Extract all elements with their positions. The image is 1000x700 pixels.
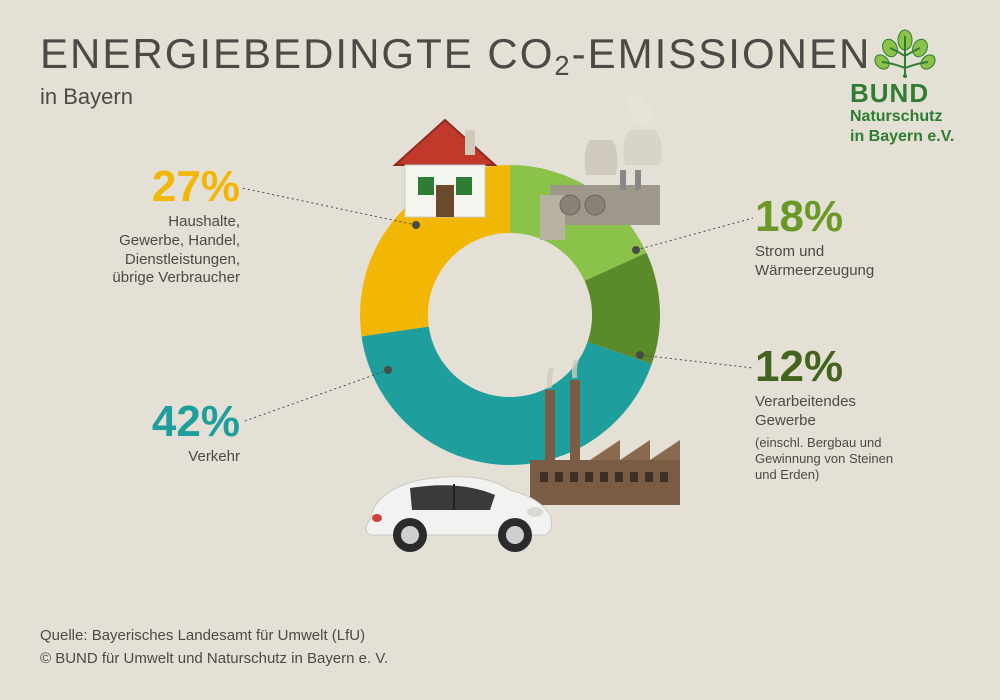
desc-haushalte: Haushalte,Gewerbe, Handel,Dienstleistung… (40, 213, 240, 288)
label-strom: 18% Strom undWärmeerzeugung (755, 195, 965, 281)
pct-strom: 18% (755, 195, 965, 239)
car-icon (340, 440, 570, 570)
pct-gewerbe: 12% (755, 345, 975, 389)
label-gewerbe: 12% VerarbeitendesGewerbe (einschl. Berg… (755, 345, 975, 483)
title-post: -EMISSIONEN (572, 30, 872, 77)
bund-logo: BUND Naturschutz in Bayern e.V. (850, 28, 960, 145)
label-verkehr: 42% Verkehr (40, 400, 240, 467)
logo-line2: Naturschutz (850, 108, 960, 126)
bund-logo-icon (850, 28, 960, 78)
desc-strom: Strom undWärmeerzeugung (755, 243, 965, 281)
infographic-page: ENERGIEBEDINGTE CO2-EMISSIONEN in Bayern… (0, 0, 1000, 700)
desc-gewerbe-small: (einschl. Bergbau undGewinnung von Stein… (755, 435, 975, 484)
house-icon (380, 115, 510, 225)
label-haushalte: 27% Haushalte,Gewerbe, Handel,Dienstleis… (40, 165, 240, 288)
logo-line3: in Bayern e.V. (850, 128, 960, 146)
title-pre: ENERGIEBEDINGTE CO (40, 30, 554, 77)
footer-copyright: © BUND für Umwelt und Naturschutz in Bay… (40, 648, 388, 671)
title-subscript: 2 (554, 50, 571, 81)
page-subtitle: in Bayern (40, 84, 871, 110)
title-block: ENERGIEBEDINGTE CO2-EMISSIONEN in Bayern (40, 30, 871, 110)
power-plant-icon (520, 95, 690, 245)
footer: Quelle: Bayerisches Landesamt für Umwelt… (40, 625, 388, 670)
page-title: ENERGIEBEDINGTE CO2-EMISSIONEN (40, 30, 871, 78)
desc-verkehr: Verkehr (40, 448, 240, 467)
pct-verkehr: 42% (40, 400, 240, 444)
logo-word: BUND (850, 80, 960, 106)
footer-source: Quelle: Bayerisches Landesamt für Umwelt… (40, 625, 388, 648)
desc-gewerbe: VerarbeitendesGewerbe (755, 393, 975, 431)
pct-haushalte: 27% (40, 165, 240, 209)
